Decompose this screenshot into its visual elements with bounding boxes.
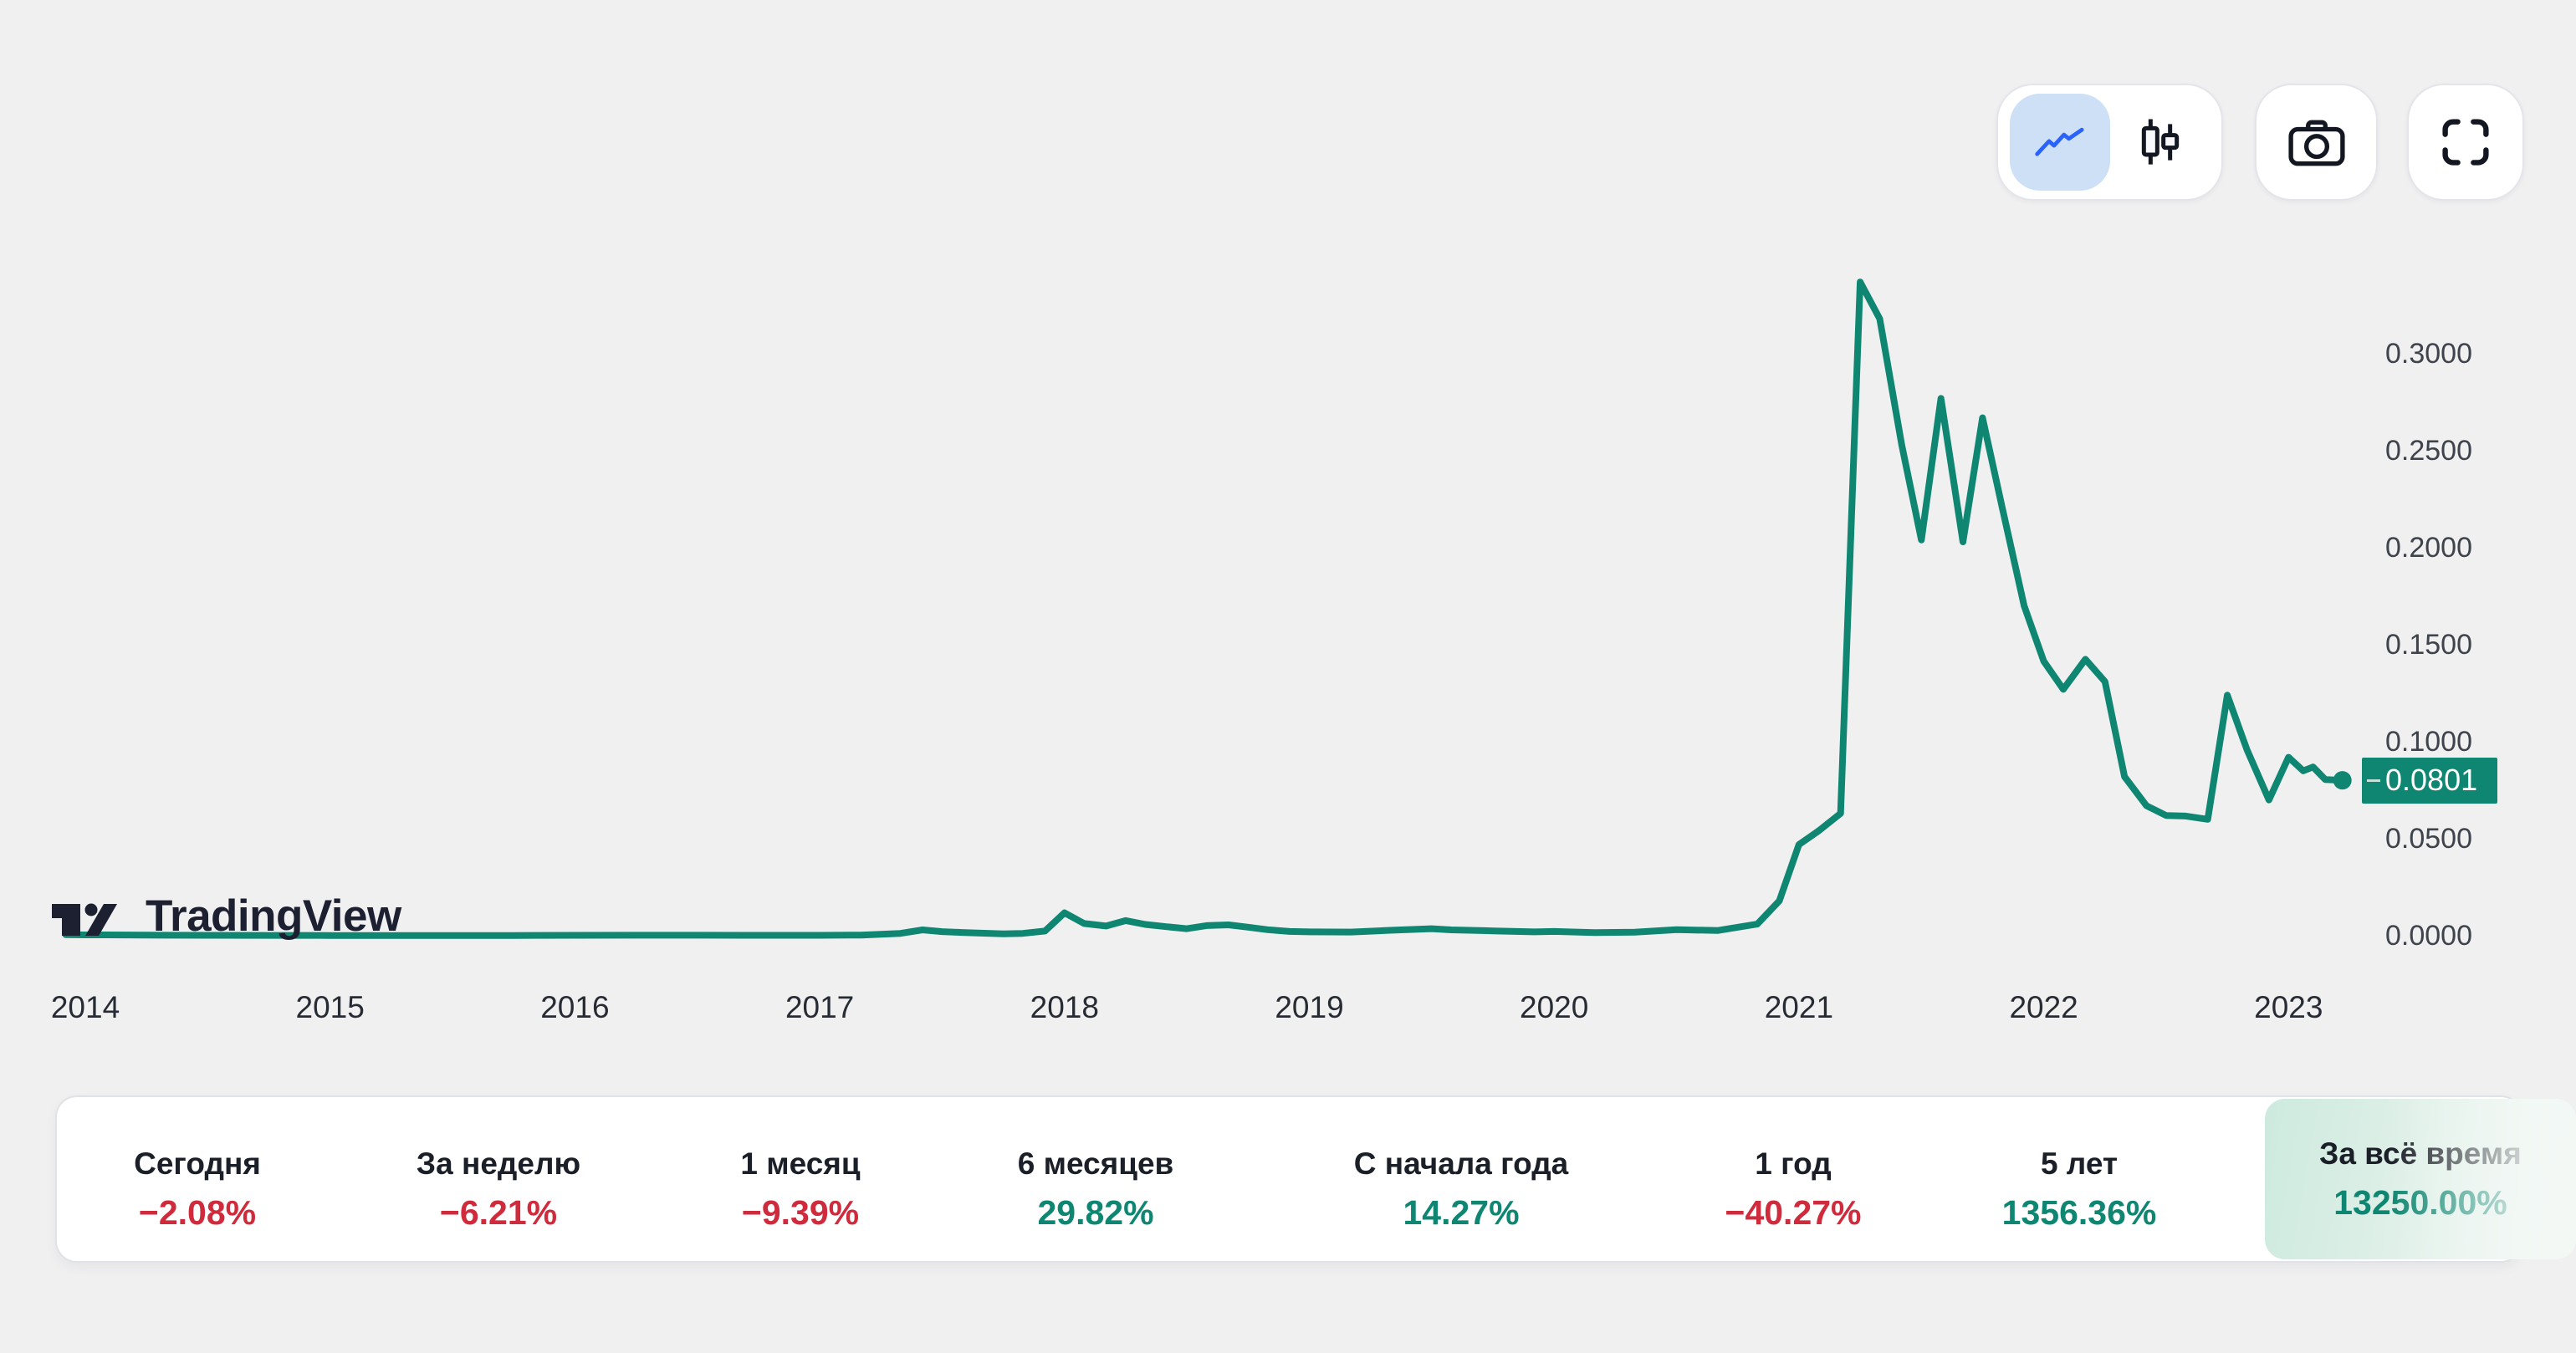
current-price-badge: 0.0801 xyxy=(2362,757,2497,804)
period-stat-value: −40.27% xyxy=(1725,1193,1862,1232)
period-stat-label: За всё время xyxy=(2319,1136,2522,1171)
price-axis-label: 0.2000 xyxy=(2385,532,2472,564)
price-axis-label: 0.0500 xyxy=(2385,823,2472,855)
period-stat-all-time-selected[interactable]: За всё время 13250.00% xyxy=(2265,1099,2576,1259)
price-axis-label: 0.1500 xyxy=(2385,629,2472,661)
fullscreen-icon xyxy=(2442,119,2489,166)
fullscreen-button[interactable] xyxy=(2407,84,2524,201)
line-chart-button[interactable] xyxy=(2009,94,2110,191)
price-axis-label: 0.0000 xyxy=(2385,920,2472,952)
price-axis-label: 0.2500 xyxy=(2385,435,2472,467)
current-price-value: 0.0801 xyxy=(2385,763,2478,798)
tradingview-mark-icon xyxy=(52,903,117,936)
period-stat-label: 6 месяцев xyxy=(1017,1146,1174,1181)
period-stat-label: За неделю xyxy=(416,1146,581,1181)
tradingview-logo[interactable]: TradingView xyxy=(52,891,401,941)
chart-type-toggle xyxy=(1996,84,2223,201)
candlestick-chart-button[interactable] xyxy=(2110,94,2211,191)
period-stat[interactable]: С начала года 14.27% xyxy=(1354,1146,1569,1233)
period-stat-value: −9.39% xyxy=(741,1193,860,1232)
time-axis-label: 2016 xyxy=(540,990,610,1024)
period-stat-label: 1 месяц xyxy=(740,1146,861,1181)
time-axis-label: 2015 xyxy=(295,990,365,1024)
price-line xyxy=(62,278,2346,939)
period-performance-card: Сегодня −2.08% За неделю −6.21% 1 месяц −9.39… xyxy=(55,1095,2576,1263)
period-stat-value: 14.27% xyxy=(1403,1193,1520,1232)
time-axis-label: 2021 xyxy=(1764,990,1834,1024)
period-stat[interactable]: 6 месяцев 29.82% xyxy=(1018,1146,1174,1233)
period-stat[interactable]: 1 год −40.27% xyxy=(1725,1146,1862,1233)
price-tick-dash xyxy=(2367,779,2380,782)
period-stat-value: 1356.36% xyxy=(2001,1193,2157,1232)
time-axis-label: 2018 xyxy=(1030,990,1099,1024)
period-stat-value: 13250.00% xyxy=(2333,1183,2507,1222)
tradingview-wordmark: TradingView xyxy=(146,891,401,941)
camera-icon xyxy=(2287,120,2345,166)
line-chart-icon xyxy=(2034,127,2083,156)
time-axis-label: 2022 xyxy=(2009,990,2078,1024)
candlestick-icon xyxy=(2141,119,2179,165)
time-axis-label: 2019 xyxy=(1275,990,1344,1024)
period-stat-label: 5 лет xyxy=(2040,1146,2119,1181)
time-axis-label: 2014 xyxy=(50,990,120,1024)
snapshot-button[interactable] xyxy=(2255,84,2378,201)
period-stat-label: 1 год xyxy=(1755,1146,1832,1181)
last-price-dot xyxy=(2333,771,2352,790)
period-stat[interactable]: 5 лет 1356.36% xyxy=(2002,1146,2157,1233)
period-stat[interactable]: За неделю −6.21% xyxy=(417,1146,580,1233)
period-stat-value: −6.21% xyxy=(439,1193,558,1232)
time-axis-label: 2020 xyxy=(1520,990,1589,1024)
price-axis-label: 0.3000 xyxy=(2385,338,2472,370)
period-stat-label: Сегодня xyxy=(134,1146,261,1181)
period-stat-value: −2.08% xyxy=(138,1193,257,1232)
price-axis-label: 0.1000 xyxy=(2385,726,2472,758)
time-axis-label: 2017 xyxy=(785,990,855,1024)
period-stat[interactable]: 1 месяц −9.39% xyxy=(740,1146,860,1233)
period-stat-value: 29.82% xyxy=(1037,1193,1154,1232)
period-stat-label: С начала года xyxy=(1353,1146,1569,1181)
time-axis-label: 2023 xyxy=(2254,990,2323,1024)
period-stat[interactable]: Сегодня −2.08% xyxy=(134,1146,261,1233)
